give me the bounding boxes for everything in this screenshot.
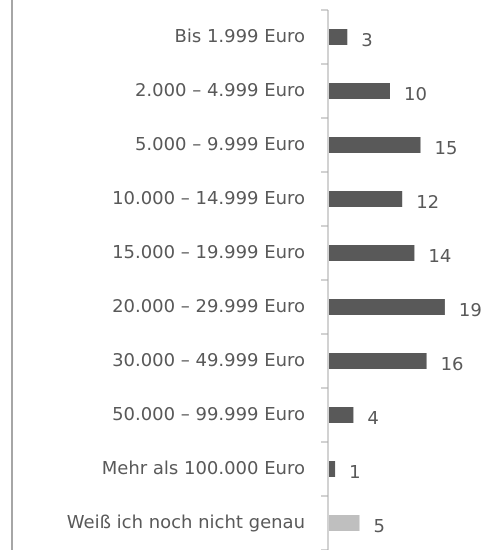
category-label: 30.000 – 49.999 Euro	[112, 350, 305, 371]
value-label: 12	[416, 192, 439, 213]
bar	[329, 299, 445, 315]
bar	[329, 83, 390, 99]
category-label: 20.000 – 29.999 Euro	[112, 296, 305, 317]
category-label: Mehr als 100.000 Euro	[102, 458, 305, 479]
bar	[329, 245, 415, 261]
bar	[329, 407, 354, 423]
category-label: 15.000 – 19.999 Euro	[112, 242, 305, 263]
bar	[329, 515, 360, 531]
bar	[329, 461, 336, 477]
category-label: 10.000 – 14.999 Euro	[112, 188, 305, 209]
bar	[329, 353, 427, 369]
value-label: 14	[428, 246, 451, 267]
category-label: 2.000 – 4.999 Euro	[135, 80, 305, 101]
value-label: 4	[367, 408, 378, 429]
category-label: 50.000 – 99.999 Euro	[112, 404, 305, 425]
value-label: 1	[349, 462, 360, 483]
value-label: 16	[441, 354, 464, 375]
value-label: 10	[404, 84, 427, 105]
category-label: Weiß ich noch nicht genau	[67, 512, 305, 533]
category-label: 5.000 – 9.999 Euro	[135, 134, 305, 155]
bar	[329, 191, 403, 207]
category-label: Bis 1.999 Euro	[175, 26, 306, 47]
bar	[329, 29, 348, 45]
bar	[329, 137, 421, 153]
value-label: 19	[459, 300, 482, 321]
value-label: 15	[435, 138, 458, 159]
value-label: 5	[374, 516, 385, 537]
value-label: 3	[361, 30, 372, 51]
